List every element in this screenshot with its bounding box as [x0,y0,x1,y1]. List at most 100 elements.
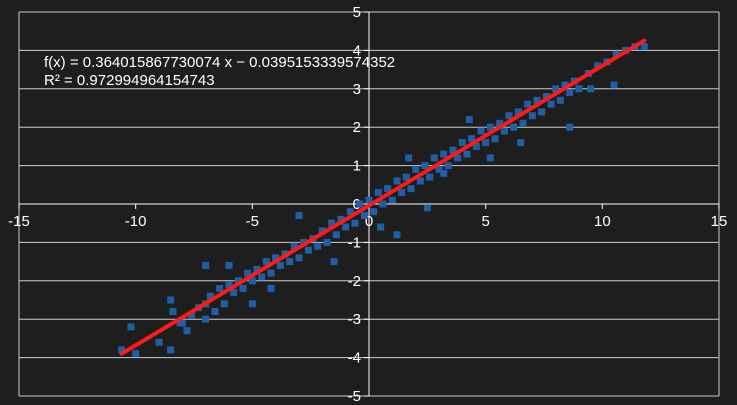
data-point [407,185,415,193]
data-point [267,269,275,277]
data-point [272,254,280,262]
data-point [379,200,387,208]
data-point [454,154,462,162]
data-point [295,212,303,220]
data-point [220,300,228,308]
y-tick-label: -1 [348,234,361,251]
data-point [262,258,270,266]
data-point [510,123,518,131]
data-point [169,308,177,316]
data-point [575,85,583,93]
data-point [477,127,485,135]
data-point [211,308,219,316]
trendline-group [119,38,647,356]
data-point [472,142,480,150]
data-point [202,261,210,269]
data-point [230,288,238,296]
data-point [610,81,618,89]
data-point [517,139,525,147]
data-point [346,208,354,216]
x-tick-label: -5 [246,213,259,230]
data-point [491,135,499,143]
data-point [566,89,574,97]
data-point [552,85,560,93]
data-point [337,215,345,223]
data-point [587,85,595,93]
data-point [435,165,443,173]
data-point [412,165,420,173]
data-point [374,188,382,196]
data-point [533,96,541,104]
data-point [225,281,233,289]
data-point [188,311,196,319]
data-point [556,96,564,104]
data-point [393,177,401,185]
data-point [290,242,298,250]
data-point [295,254,303,262]
data-point [202,315,210,323]
data-point [183,327,191,335]
x-tick-label: -15 [8,213,30,230]
data-point [155,338,163,346]
data-point [176,319,184,327]
regression-annotation: f(x) = 0.364015867730074 x − 0.039515333… [44,54,395,89]
data-point [421,162,429,170]
data-point [258,273,266,281]
data-point [167,346,175,354]
data-point [342,223,350,231]
trendline [119,38,647,356]
y-tick-label: 1 [353,158,361,175]
data-point [244,269,252,277]
y-tick-label: -2 [348,273,361,290]
data-point [423,204,431,212]
data-point [384,185,392,193]
data-point [127,323,135,331]
data-point [216,284,224,292]
trendline-r-squared: R² = 0.972994964154743 [44,72,215,89]
x-tick-label: 10 [594,213,611,230]
data-point [328,219,336,227]
data-point [351,219,359,227]
data-point [286,258,294,266]
data-point [167,296,175,304]
data-point [377,223,385,231]
data-point [248,300,256,308]
data-point [426,173,434,181]
y-tick-label: -3 [348,311,361,328]
data-point [440,169,448,177]
trendline-equation: f(x) = 0.364015867730074 x − 0.039515333… [44,54,395,71]
data-point [440,150,448,158]
data-point [500,127,508,135]
data-point [505,112,513,120]
x-tick-label: 5 [481,213,489,230]
data-point [640,43,648,51]
data-point [356,200,364,208]
data-point [118,346,126,354]
data-point [402,173,410,181]
data-point [225,261,233,269]
data-point [405,154,413,162]
data-point [360,212,368,220]
data-point [514,108,522,116]
data-point [398,188,406,196]
data-point [528,112,536,120]
data-point [468,135,476,143]
data-point [132,350,140,358]
data-point [370,208,378,216]
data-point [239,284,247,292]
data-point [248,277,256,285]
data-point [524,100,532,108]
data-point [519,119,527,127]
data-point [330,258,338,266]
data-point [276,261,284,269]
data-point [318,227,326,235]
data-point [547,100,555,108]
data-point [538,108,546,116]
data-point [486,123,494,131]
y-tick-label: -4 [348,350,361,367]
data-point [465,116,473,124]
data-point [332,231,340,239]
data-point [496,119,504,127]
data-point [561,81,569,89]
data-point [594,62,602,70]
